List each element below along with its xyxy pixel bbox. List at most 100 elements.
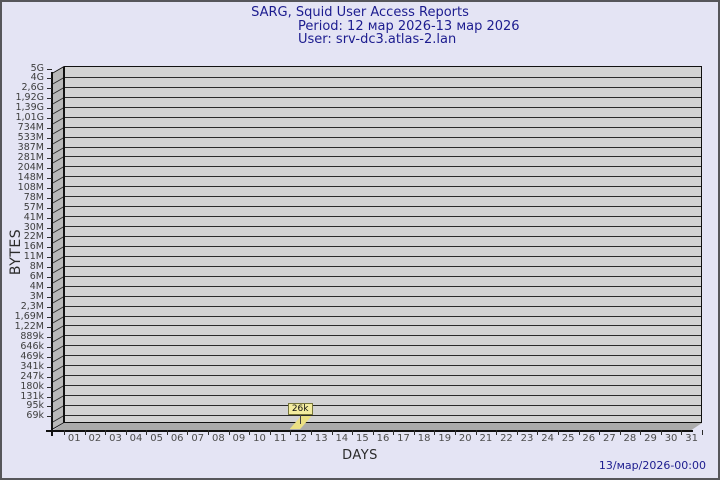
y-axis-tick — [47, 366, 52, 368]
y-axis-tick-label: 281M — [17, 151, 44, 163]
x-axis-tick-label: 17 — [397, 433, 410, 444]
wall-gridline — [53, 296, 63, 304]
x-axis-tick — [249, 430, 251, 435]
wall-gridline — [53, 127, 63, 135]
wall-gridline — [53, 117, 63, 125]
x-axis-tick — [434, 430, 436, 435]
wall-gridline — [53, 246, 63, 254]
wall-gridline — [53, 256, 63, 264]
x-axis-tick-label: 01 — [67, 433, 81, 444]
x-axis-tick-label: 19 — [438, 433, 452, 444]
y-axis-tick-label: 108M — [17, 181, 44, 193]
x-axis-tick — [578, 430, 580, 435]
gridline — [65, 385, 701, 387]
x-axis-tick — [640, 430, 642, 435]
gridline — [65, 176, 701, 178]
x-axis-tick — [228, 430, 230, 435]
x-axis-tick — [516, 430, 518, 435]
gridline — [65, 345, 701, 347]
x-axis-tick-label: 21 — [479, 433, 493, 444]
y-axis-tick-label: 2,6G — [21, 82, 44, 94]
x-axis-tick-label: 31 — [685, 433, 698, 444]
y-axis-tick-label: 889k — [20, 330, 44, 342]
y-axis-tick-label: 734M — [17, 122, 44, 134]
y-axis-tick — [47, 396, 52, 398]
wall-gridline — [53, 186, 63, 194]
y-axis-tick — [47, 108, 52, 110]
y-axis-tick-label: 41M — [23, 211, 44, 223]
gridline — [65, 216, 701, 218]
wall-gridline — [53, 236, 63, 244]
y-axis-tick — [47, 237, 52, 239]
y-axis-tick-label: 1,01G — [15, 112, 44, 124]
x-axis-tick-label: 13 — [314, 433, 328, 444]
x-axis-tick-label: 10 — [253, 433, 266, 444]
y-axis-tick — [47, 217, 52, 219]
y-axis-tick — [47, 346, 52, 348]
y-axis-tick — [47, 207, 52, 209]
wall-gridline — [53, 316, 63, 323]
y-axis-tick-label: 8M — [29, 261, 44, 273]
x-axis-tick-label: 27 — [602, 433, 616, 444]
gridline — [65, 404, 701, 406]
wall-gridline — [53, 326, 63, 333]
chart-subtitle-block: Period: 12 мар 2026-13 мар 2026 User: sr… — [298, 20, 520, 46]
x-axis-title: DAYS — [342, 448, 378, 463]
y-axis-tick — [47, 187, 52, 189]
x-axis-tick — [105, 430, 107, 435]
x-axis-tick-label: 30 — [664, 433, 678, 444]
bar-value-connector — [300, 415, 302, 424]
gridline — [65, 116, 701, 118]
y-axis-tick — [47, 326, 52, 328]
gridline — [65, 126, 701, 128]
y-axis-tick — [47, 197, 52, 199]
y-axis-tick — [47, 287, 52, 289]
gridline — [65, 146, 701, 148]
y-axis-tick-label: 30M — [23, 221, 44, 233]
x-axis-tick — [269, 430, 271, 435]
gridline — [65, 166, 701, 168]
chart-user-line: User: srv-dc3.atlas-2.lan — [298, 32, 457, 47]
y-axis-tick — [47, 297, 52, 299]
y-axis-tick — [47, 227, 52, 229]
y-axis-tick-label: 2,3M — [20, 301, 44, 313]
y-axis-tick-label: 22M — [23, 231, 44, 243]
y-axis-tick — [47, 386, 52, 388]
gridline — [65, 226, 701, 228]
y-axis-tick — [47, 177, 52, 179]
x-axis-tick-label: 11 — [273, 433, 287, 444]
gridline — [65, 245, 701, 247]
x-axis-tick — [496, 430, 498, 435]
gridline — [65, 325, 701, 327]
gridline — [65, 235, 701, 237]
gridline — [65, 355, 701, 357]
wall-gridline — [53, 365, 63, 373]
x-axis-tick-label: 15 — [356, 433, 369, 444]
wall-gridline — [53, 107, 63, 115]
wall-gridline — [53, 176, 63, 184]
x-axis-tick — [393, 430, 395, 435]
x-axis-tick-label: 24 — [541, 433, 554, 444]
y-axis-tick-label: 131k — [20, 390, 44, 402]
gridline — [65, 106, 701, 108]
y-axis-line — [51, 72, 53, 436]
y-axis-tick-label: 204M — [17, 161, 44, 173]
wall-gridline — [53, 196, 63, 204]
x-axis-tick — [599, 430, 601, 435]
report-timestamp: 13/мар/2026-00:00 — [598, 459, 706, 472]
x-axis-tick — [372, 430, 374, 435]
y-axis-tick-label: 1,69M — [14, 311, 44, 322]
x-axis-tick — [557, 430, 559, 435]
gridline — [65, 275, 701, 277]
y-axis-tick-label: 469k — [20, 350, 44, 362]
wall-gridline — [53, 286, 63, 294]
y-axis-tick — [47, 247, 52, 249]
y-axis-tick — [47, 157, 52, 159]
gridline — [65, 196, 701, 198]
x-axis-tick-label: 29 — [644, 433, 657, 444]
x-axis-tick-label: 18 — [417, 433, 431, 444]
wall-gridline — [53, 77, 63, 85]
chart-period-line: Period: 12 мар 2026-13 мар 2026 — [298, 19, 520, 34]
x-axis-tick — [660, 430, 662, 435]
